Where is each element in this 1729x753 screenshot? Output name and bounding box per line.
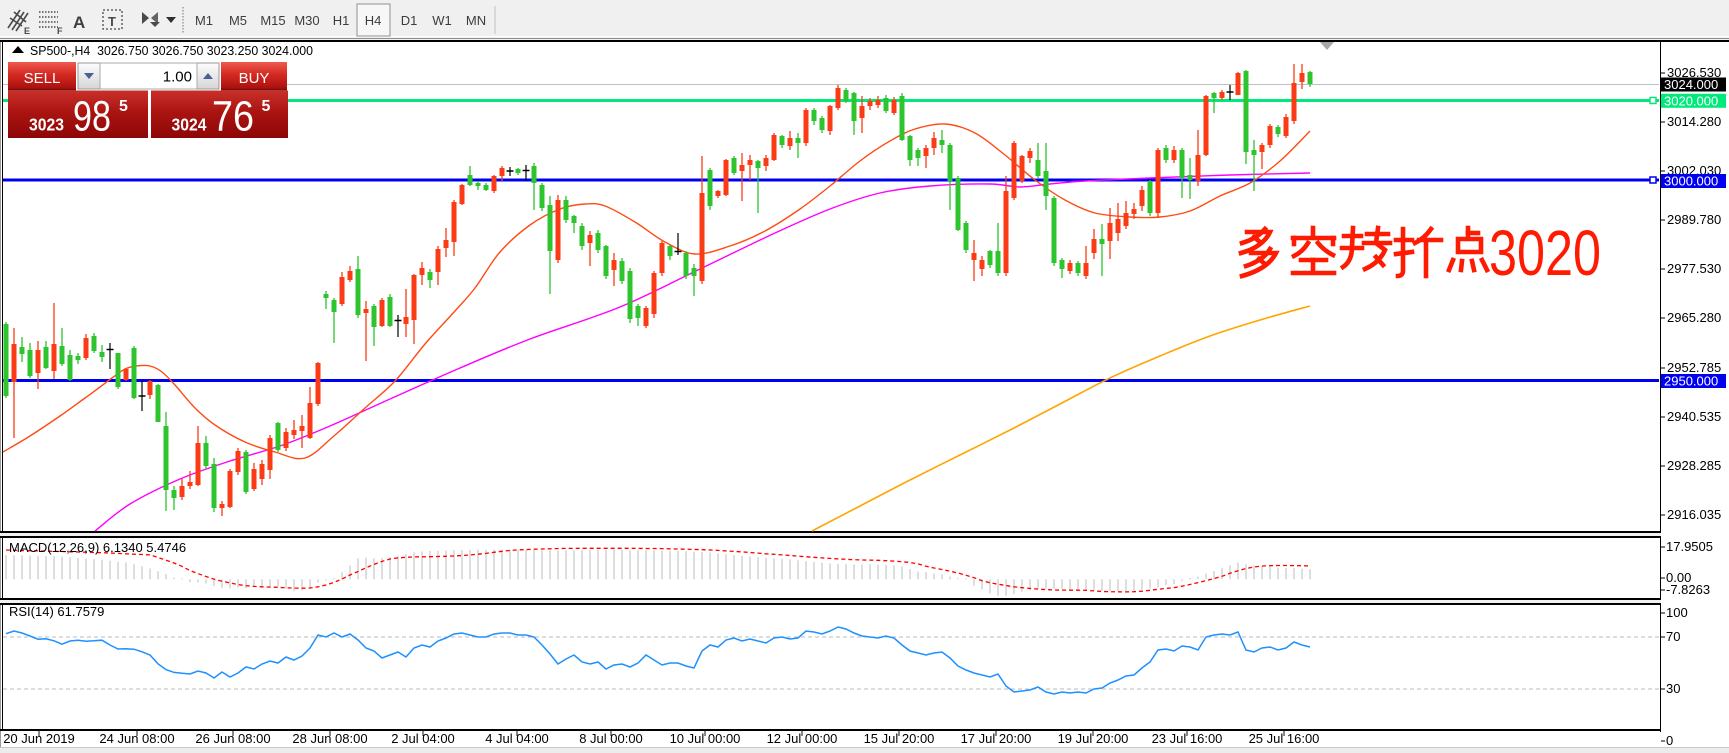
svg-text:H4: H4 <box>365 13 382 28</box>
svg-text:76: 76 <box>212 93 254 141</box>
svg-text:D1: D1 <box>401 13 418 28</box>
svg-text:BUY: BUY <box>239 70 270 87</box>
svg-text:4 Jul 04:00: 4 Jul 04:00 <box>485 731 549 746</box>
svg-text:2952.785: 2952.785 <box>1667 360 1721 375</box>
svg-text:MACD(12,26,9) 6.1340 5.4746: MACD(12,26,9) 6.1340 5.4746 <box>9 540 186 555</box>
svg-text:23 Jul 16:00: 23 Jul 16:00 <box>1152 731 1223 746</box>
svg-text:2928.285: 2928.285 <box>1667 458 1721 473</box>
svg-text:3014.280: 3014.280 <box>1667 114 1721 129</box>
svg-text:25 Jul 16:00: 25 Jul 16:00 <box>1249 731 1320 746</box>
svg-text:0.00: 0.00 <box>1666 570 1691 585</box>
svg-text:E: E <box>24 26 30 36</box>
svg-text:2965.280: 2965.280 <box>1667 310 1721 325</box>
svg-text:10 Jul 00:00: 10 Jul 00:00 <box>670 731 741 746</box>
svg-text:100: 100 <box>1666 605 1688 620</box>
svg-text:M1: M1 <box>195 13 213 28</box>
svg-text:28 Jun 08:00: 28 Jun 08:00 <box>292 731 367 746</box>
svg-text:M30: M30 <box>294 13 319 28</box>
svg-text:24 Jun 08:00: 24 Jun 08:00 <box>99 731 174 746</box>
svg-text:70: 70 <box>1666 629 1680 644</box>
svg-text:17 Jul 20:00: 17 Jul 20:00 <box>961 731 1032 746</box>
svg-text:12 Jul 00:00: 12 Jul 00:00 <box>767 731 838 746</box>
svg-text:-7.8263: -7.8263 <box>1666 582 1710 597</box>
svg-text:2916.035: 2916.035 <box>1667 507 1721 522</box>
svg-text:2 Jul 04:00: 2 Jul 04:00 <box>391 731 455 746</box>
svg-text:3024.000: 3024.000 <box>1664 77 1718 92</box>
svg-text:98: 98 <box>73 93 111 141</box>
svg-text:8 Jul 00:00: 8 Jul 00:00 <box>579 731 643 746</box>
svg-text:M5: M5 <box>229 13 247 28</box>
svg-text:SP500-,H4 3026.750 3026.750 3: SP500-,H4 3026.750 3026.750 3023.250 302… <box>30 43 313 58</box>
svg-text:3024: 3024 <box>172 115 207 135</box>
svg-text:2940.535: 2940.535 <box>1667 409 1721 424</box>
svg-text:MN: MN <box>466 13 486 28</box>
svg-text:3023: 3023 <box>29 115 64 135</box>
svg-text:1.00: 1.00 <box>163 69 192 86</box>
svg-text:M15: M15 <box>260 13 285 28</box>
svg-text:2989.780: 2989.780 <box>1667 212 1721 227</box>
svg-text:0: 0 <box>1666 733 1673 748</box>
svg-text:19 Jul 20:00: 19 Jul 20:00 <box>1058 731 1129 746</box>
svg-text:A: A <box>73 13 85 32</box>
svg-text:3020: 3020 <box>1489 217 1601 289</box>
svg-text:W1: W1 <box>432 13 452 28</box>
svg-text:3020.000: 3020.000 <box>1664 93 1718 108</box>
svg-text:3000.000: 3000.000 <box>1664 174 1718 189</box>
svg-text:2950.000: 2950.000 <box>1664 374 1718 389</box>
svg-text:2977.530: 2977.530 <box>1667 261 1721 276</box>
svg-text:20 Jun 2019: 20 Jun 2019 <box>3 731 75 746</box>
svg-text:17.9505: 17.9505 <box>1666 539 1713 554</box>
svg-text:RSI(14) 61.7579: RSI(14) 61.7579 <box>9 604 104 619</box>
svg-text:26 Jun 08:00: 26 Jun 08:00 <box>195 731 270 746</box>
svg-text:SELL: SELL <box>24 70 61 87</box>
svg-text:5: 5 <box>262 98 271 115</box>
svg-text:3026.530: 3026.530 <box>1667 65 1721 80</box>
svg-text:T: T <box>108 14 116 29</box>
svg-text:F: F <box>57 26 63 36</box>
svg-text:30: 30 <box>1666 681 1680 696</box>
svg-text:H1: H1 <box>333 13 350 28</box>
svg-text:15 Jul 20:00: 15 Jul 20:00 <box>864 731 935 746</box>
svg-text:5: 5 <box>119 98 128 115</box>
